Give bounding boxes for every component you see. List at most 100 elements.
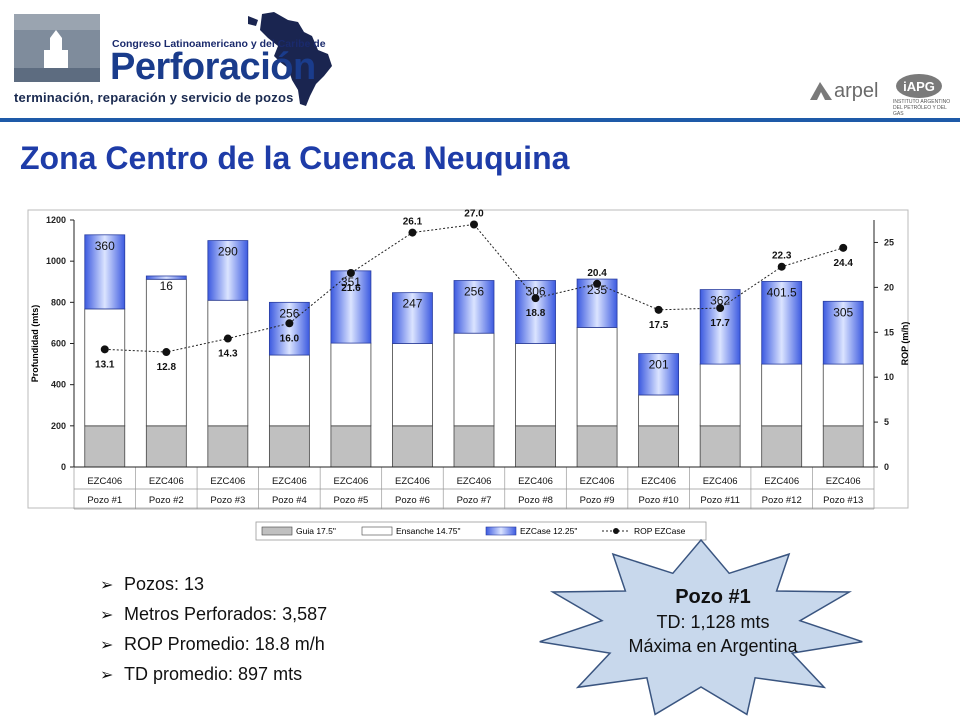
bar-ezcase xyxy=(145,275,187,280)
y-tick-label: 400 xyxy=(51,380,66,390)
bar-guia xyxy=(761,425,803,468)
rop-value-label: 17.7 xyxy=(710,318,730,329)
depth-rop-chart: 0 200 400 600 800 1000 1200 0 5 10 15 20 25 Profundid… xyxy=(27,208,910,541)
bullet-item: ➢ ROP Promedio: 18.8 m/h xyxy=(100,630,327,660)
legend-label-guia: Guia 17.5" xyxy=(296,526,336,536)
bar-value-label: 247 xyxy=(402,297,422,311)
category-label: Pozo #3 xyxy=(210,495,245,506)
category-label-top: EZC406 xyxy=(457,476,492,487)
bar-guia xyxy=(699,425,741,468)
bar-ezcase xyxy=(207,240,249,301)
y2-tick-label: 25 xyxy=(884,237,894,247)
header-divider xyxy=(0,118,960,122)
callout-record: Máxima en Argentina xyxy=(628,636,798,656)
y-tick-label: 200 xyxy=(51,421,66,431)
bar-ensanche xyxy=(822,363,864,427)
bar-value-label: 305 xyxy=(833,305,853,319)
bar-guia xyxy=(268,425,310,468)
bar-guia xyxy=(822,425,864,468)
bar-ensanche xyxy=(207,299,249,427)
category-label-top: EZC406 xyxy=(395,476,430,487)
category-label-top: EZC406 xyxy=(703,476,738,487)
arpel-logo-icon xyxy=(810,82,832,100)
rop-value-label: 27.0 xyxy=(464,208,484,219)
y-tick-label: 1000 xyxy=(46,256,66,266)
bar-guia xyxy=(330,425,372,468)
rop-point xyxy=(839,243,848,252)
rop-value-label: 14.3 xyxy=(218,349,238,360)
bar-guia xyxy=(84,425,126,468)
rop-point xyxy=(223,334,232,343)
bar-ezcase xyxy=(638,353,680,396)
category-label-top: EZC406 xyxy=(826,476,861,487)
bar-value-label: 256 xyxy=(279,306,299,320)
iapg-logo-icon: iAPG xyxy=(896,74,942,98)
bar-ensanche xyxy=(84,308,126,427)
category-label-top: EZC406 xyxy=(333,476,368,487)
y2-tick-label: 0 xyxy=(884,462,889,472)
record-callout: Pozo #1 TD: 1,128 mts Máxima en Argentin… xyxy=(586,584,840,658)
category-label: Pozo #4 xyxy=(272,495,307,506)
category-label-top: EZC406 xyxy=(87,476,122,487)
bar-value-label: 290 xyxy=(218,245,238,259)
category-label-top: EZC406 xyxy=(518,476,553,487)
bar-value-label: 256 xyxy=(464,285,484,299)
bar-value-label: 360 xyxy=(95,239,115,253)
callout-title: Pozo #1 xyxy=(675,586,751,608)
bar-ezcase xyxy=(453,280,495,334)
bar-ensanche xyxy=(515,343,556,427)
rop-value-label: 13.1 xyxy=(95,359,115,370)
bar-ezcase xyxy=(392,292,433,344)
legend-label-ensanche: Ensanche 14.75" xyxy=(396,526,460,536)
iapg-subtitle: INSTITUTO ARGENTINO DEL PETRÓLEO Y DEL G… xyxy=(893,99,951,117)
bar-ensanche xyxy=(638,394,680,427)
bar-value-label: 201 xyxy=(649,358,669,372)
bar-guia xyxy=(515,425,556,468)
bar-ensanche xyxy=(330,342,372,427)
bar-ezcase xyxy=(699,289,741,365)
category-label-top: EZC406 xyxy=(764,476,799,487)
rop-point xyxy=(408,228,417,237)
rop-point xyxy=(716,304,725,313)
y2-tick-label: 5 xyxy=(884,417,889,427)
arrow-bullet-icon: ➢ xyxy=(100,607,114,624)
category-label-top: EZC406 xyxy=(210,476,245,487)
bar-ezcase xyxy=(268,301,310,356)
bar-value-label: 401.5 xyxy=(767,285,797,299)
rop-point xyxy=(162,348,171,357)
bar-value-label: 306 xyxy=(526,285,546,299)
y-axis-label: Profundidad (mts) xyxy=(30,305,40,383)
category-label: Pozo #9 xyxy=(580,495,615,506)
rop-value-label: 21.6 xyxy=(341,283,361,294)
rop-value-label: 24.4 xyxy=(833,258,853,269)
category-label: Pozo #13 xyxy=(823,495,863,506)
rop-value-label: 26.1 xyxy=(403,217,423,228)
legend-label-rop: ROP EZCase xyxy=(634,526,686,536)
starburst-polygon xyxy=(539,538,863,716)
bar-guia xyxy=(638,425,680,468)
perforacion-heading: Perforación xyxy=(110,46,316,88)
bar-value-label: 351 xyxy=(341,275,361,289)
category-label: Pozo #12 xyxy=(762,495,802,506)
category-label-top: EZC406 xyxy=(580,476,615,487)
rop-point xyxy=(531,294,540,303)
bullet-item: ➢ Pozos: 13 xyxy=(100,570,327,600)
category-label: Pozo #5 xyxy=(333,495,368,506)
y2-tick-label: 10 xyxy=(884,372,894,382)
bullet-item: ➢ TD promedio: 897 mts xyxy=(100,660,327,690)
bar-ensanche xyxy=(392,343,433,427)
bar-value-label: 16 xyxy=(160,279,174,293)
starburst-callout-shape xyxy=(539,538,863,716)
category-label: Pozo #2 xyxy=(149,495,184,506)
legend-box xyxy=(255,521,707,541)
congreso-logo xyxy=(14,12,332,106)
legend-label-ezcase: EZCase 12.25" xyxy=(520,526,577,536)
legend-swatch-ezcase xyxy=(485,526,517,536)
callout-td: TD: 1,128 mts xyxy=(656,612,770,632)
arrow-bullet-icon: ➢ xyxy=(100,637,114,654)
rop-point xyxy=(593,279,602,288)
rop-point xyxy=(470,220,478,229)
y-tick-label: 600 xyxy=(51,339,66,349)
y2-tick-label: 15 xyxy=(884,327,894,337)
y-tick-label: 1200 xyxy=(46,215,66,225)
